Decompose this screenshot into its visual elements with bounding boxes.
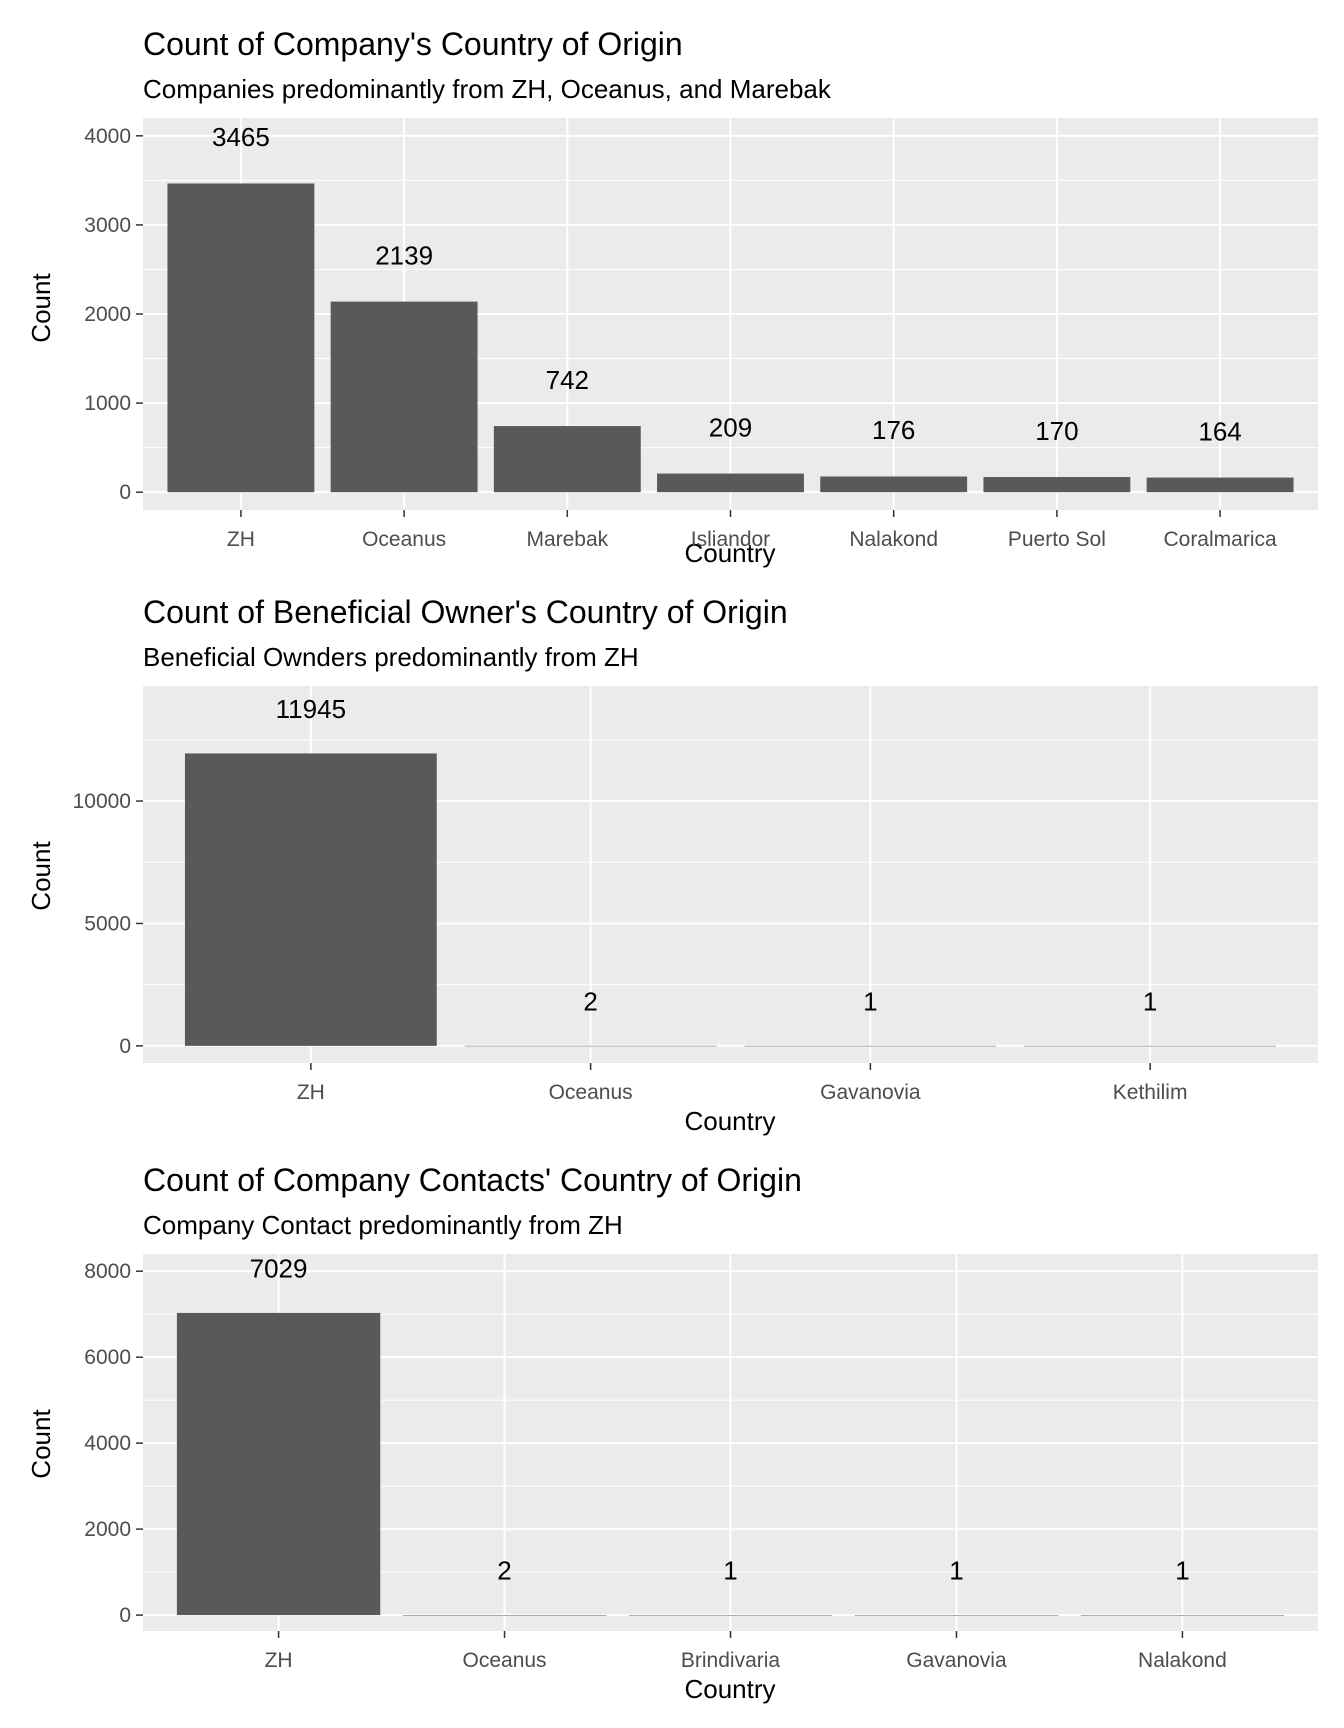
y-tick-label: 3000 [84,214,131,237]
x-tick-label: Nalakond [1138,1649,1227,1672]
bar-zh [167,183,315,493]
y-tick-label: 2000 [84,303,131,326]
data-label: 7029 [250,1253,308,1283]
data-label: 11945 [276,694,346,724]
company-country-chart: Count of Company's Country of Origin Com… [26,26,1318,568]
data-label: 176 [872,415,915,445]
data-label: 1 [1143,986,1157,1016]
plot-area: 11945 2 1 1 0 5000 10000 ZH Oceanus Gavanovia Keth… [73,686,1318,1104]
y-axis-title: Count [26,273,56,343]
bar-zh [176,1312,381,1616]
x-tick-label: ZH [297,1081,325,1104]
x-axis-title: Country [684,1674,775,1704]
y-tick-label: 8000 [84,1260,131,1283]
chart-subtitle: Beneficial Ownders predominantly from ZH [143,642,639,672]
y-tick-label: 0 [119,1604,131,1627]
plot-area: 3465 2139 742 209 176 170 164 0 1000 2000 3000 4000… [84,118,1318,551]
bar-zh [184,753,437,1046]
y-tick-label: 4000 [84,1432,131,1455]
data-label: 1 [1175,1556,1189,1586]
x-tick-label: Gavanovia [820,1081,921,1104]
plot-area: 7029 2 1 1 1 0 2000 4000 6000 8000 ZH Oceanus Brindi… [84,1253,1318,1672]
x-tick-label: Coralmarica [1163,528,1277,551]
bar-coralmarica [1146,477,1294,493]
beneficial-owner-country-chart: Count of Beneficial Owner's Country of O… [26,594,1318,1136]
data-label: 170 [1035,416,1078,446]
bar-oceanus [464,1045,717,1047]
y-tick-label: 5000 [84,912,131,935]
chart-title: Count of Company's Country of Origin [143,26,683,62]
bar-oceanus [330,301,478,493]
chart-subtitle: Company Contact predominantly from ZH [143,1210,623,1240]
chart-subtitle: Companies predominantly from ZH, Oceanus… [143,74,832,104]
y-tick-label: 10000 [73,790,131,813]
company-contacts-country-chart: Count of Company Contacts' Country of Or… [26,1162,1318,1704]
data-label: 3465 [212,122,270,152]
data-label: 2 [583,986,597,1016]
data-label: 164 [1198,416,1241,446]
x-tick-label: Oceanus [549,1081,633,1104]
x-tick-label: Gavanovia [906,1649,1007,1672]
x-tick-label: ZH [227,528,255,551]
data-label: 1 [863,986,877,1016]
x-axis-title: Country [684,538,775,568]
x-tick-label: Brindivaria [681,1649,781,1672]
x-axis-title: Country [684,1106,775,1136]
data-label: 742 [546,365,589,395]
y-tick-label: 4000 [84,125,131,148]
y-tick-label: 2000 [84,1518,131,1541]
bar-kethilim [1024,1045,1277,1047]
bar-oceanus [402,1615,607,1616]
bar-gavanovia [854,1615,1059,1616]
bar-nalakond [820,476,968,493]
bar-marebak [493,426,641,493]
x-tick-label: Isliandor [691,528,770,551]
x-tick-label: Nalakond [849,528,938,551]
y-tick-label: 6000 [84,1346,131,1369]
bar-nalakond [1080,1615,1285,1616]
bar-brindivaria [628,1615,833,1616]
bar-puerto-sol [983,477,1131,493]
y-axis-title: Count [26,841,56,911]
data-label: 1 [723,1556,737,1586]
x-tick-label: Kethilim [1113,1081,1188,1104]
x-tick-label: Oceanus [362,528,446,551]
x-tick-label: Puerto Sol [1008,528,1106,551]
y-tick-label: 1000 [84,392,131,415]
bar-isliandor [657,473,804,493]
chart-title: Count of Company Contacts' Country of Or… [143,1162,802,1198]
data-label: 2 [497,1556,511,1586]
chart-title: Count of Beneficial Owner's Country of O… [143,594,788,630]
y-tick-label: 0 [119,1035,131,1058]
x-tick-label: Oceanus [463,1649,547,1672]
bar-gavanovia [744,1045,997,1047]
x-tick-label: ZH [265,1649,293,1672]
y-axis-title: Count [26,1409,56,1479]
x-tick-label: Marebak [526,528,608,551]
y-tick-label: 0 [119,481,131,504]
data-label: 209 [709,412,752,442]
data-label: 2139 [375,240,433,270]
data-label: 1 [949,1556,963,1586]
